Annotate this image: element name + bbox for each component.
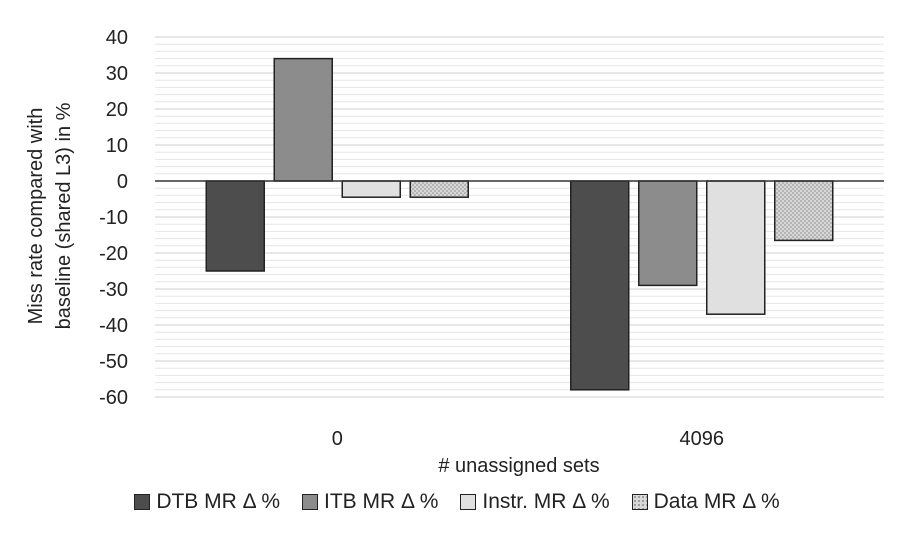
x-axis-title: # unassigned sets	[438, 455, 599, 477]
y-tick-label: 30	[106, 63, 128, 85]
legend-item-dtb: DTB MR Δ %	[134, 490, 280, 514]
bar-itb-cat-0	[273, 57, 333, 182]
bars	[205, 57, 834, 391]
bar-chart: 40 30 20 10 0 -10 -20 -30 -40 -50 -60 0 4096 Miss r…	[25, 27, 884, 477]
legend-label-itb: ITB MR Δ %	[324, 490, 439, 513]
x-tick-label: 0	[332, 428, 343, 450]
x-axis-ticks: 0 4096	[332, 428, 724, 450]
bar-dtb-cat-0	[205, 180, 265, 272]
legend-swatch-itb	[302, 494, 319, 510]
y-axis-title-line-2: baseline (shared L3) in %	[53, 102, 75, 329]
legend-swatch-data	[631, 494, 648, 510]
bar-dtb-cat-4096	[570, 180, 630, 391]
legend-item-instr: Instr. MR Δ %	[460, 490, 610, 514]
y-tick-label: -50	[99, 351, 128, 373]
legend-swatch-instr	[460, 494, 477, 510]
y-tick-label: 40	[106, 27, 128, 49]
legend: DTB MR Δ % ITB MR Δ % Instr. MR Δ % Data…	[0, 482, 914, 522]
y-axis-title-line-1: Miss rate compared with	[25, 108, 47, 325]
y-tick-label: 20	[106, 99, 128, 121]
legend-item-data: Data MR Δ %	[631, 490, 780, 514]
y-tick-label: -10	[99, 207, 128, 229]
x-tick-label: 4096	[680, 428, 725, 450]
y-tick-label: -60	[99, 387, 128, 409]
bar-instr-cat-4096	[706, 180, 766, 315]
y-tick-label: -40	[99, 315, 128, 337]
legend-label-dtb: DTB MR Δ %	[156, 490, 281, 513]
legend-label-instr: Instr. MR Δ %	[482, 490, 610, 513]
legend-swatch-dtb	[134, 494, 151, 510]
bar-instr-cat-0	[341, 180, 401, 198]
y-axis-ticks: 40 30 20 10 0 -10 -20 -30 -40 -50 -60	[99, 27, 128, 409]
legend-item-itb: ITB MR Δ %	[302, 490, 438, 514]
legend-label-data: Data MR Δ %	[653, 490, 780, 513]
y-tick-label: 0	[117, 171, 128, 193]
y-tick-label: -30	[99, 279, 128, 301]
bar-data-cat-0	[409, 180, 469, 198]
y-tick-label: 10	[106, 135, 128, 157]
y-tick-label: -20	[99, 243, 128, 265]
bar-data-cat-4096	[774, 180, 834, 242]
bar-itb-cat-4096	[638, 180, 698, 287]
